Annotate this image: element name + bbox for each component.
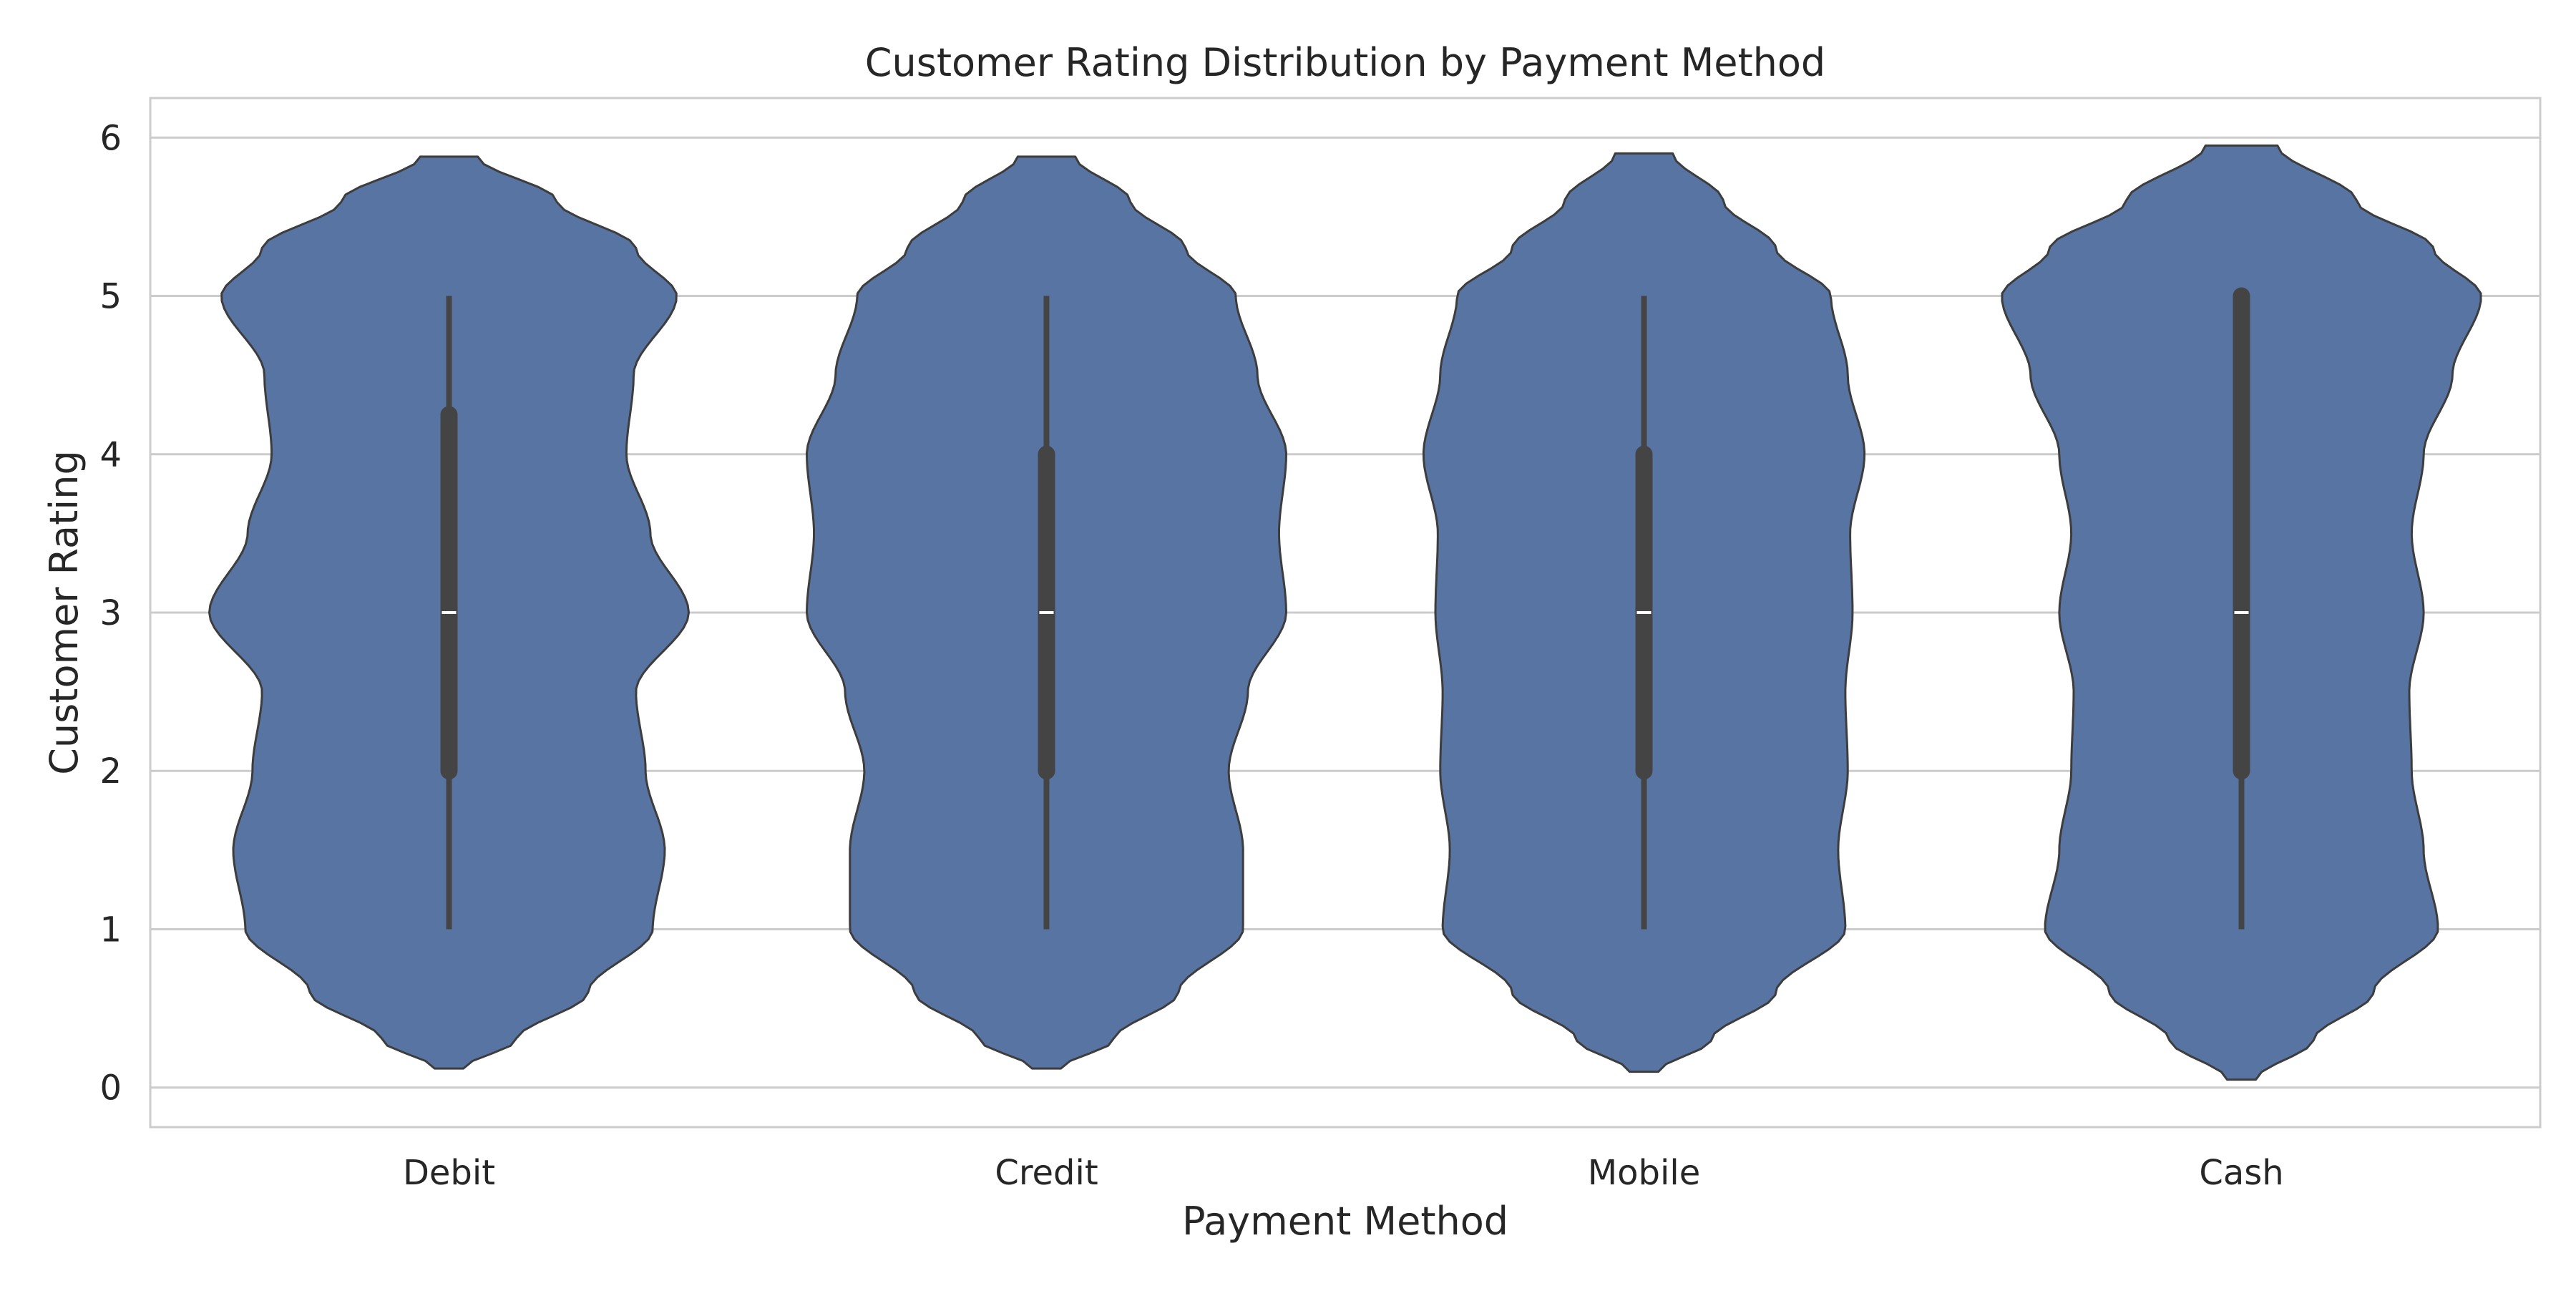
violin-group-credit (806, 155, 1287, 1070)
violin-group-cash (2001, 144, 2482, 1081)
y-tick-label-3: 3 (99, 593, 122, 633)
y-tick-label-5: 5 (99, 277, 122, 317)
y-tick-label-0: 0 (99, 1068, 122, 1109)
y-tick-label-4: 4 (99, 435, 122, 475)
x-tick-label-mobile: Mobile (1588, 1153, 1700, 1193)
x-axis-label: Payment Method (1182, 1199, 1508, 1244)
y-tick-label-2: 2 (99, 751, 122, 791)
x-tick-label-cash: Cash (2199, 1153, 2283, 1193)
x-tick-label-debit: Debit (403, 1153, 495, 1193)
violin-layer (208, 144, 2482, 1081)
x-tick-label-credit: Credit (995, 1153, 1098, 1193)
y-tick-label-1: 1 (99, 910, 122, 950)
violin-group-debit (208, 155, 690, 1070)
x-tick-labels: Debit Credit Mobile Cash (403, 1153, 2284, 1193)
y-axis-label: Customer Rating (42, 450, 87, 775)
violin-group-mobile (1422, 152, 1866, 1073)
y-tick-labels: 0 1 2 3 4 5 6 (99, 118, 122, 1108)
plot-frame (149, 97, 2542, 1129)
chart-title: Customer Rating Distribution by Payment … (865, 40, 1825, 85)
y-tick-label-6: 6 (99, 118, 122, 158)
